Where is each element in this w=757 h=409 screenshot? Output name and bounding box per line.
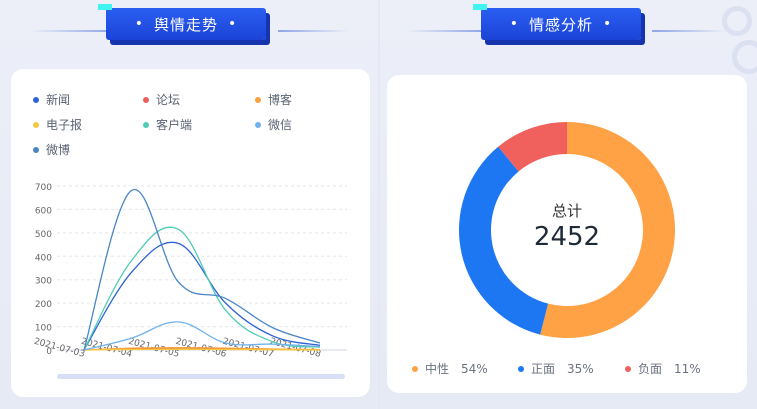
title-line-right [278,30,348,32]
trend-panel: • 舆情走势 • 新闻 论坛 博客 电子报 客 [0,0,378,409]
legend-label: 微博 [46,143,71,157]
series-line-新闻[interactable] [83,241,321,351]
donut-slice-负面[interactable] [498,122,567,172]
legend-percent: 54% [461,361,488,376]
legend-item-weibo[interactable]: 微博 [33,141,70,158]
trend-title-header: • 舆情走势 • [98,4,271,42]
legend-item-blog[interactable]: 博客 [255,91,292,108]
legend-swatch [518,365,524,372]
legend-label: 客户端 [156,118,193,132]
legend-swatch [143,96,149,103]
legend-swatch [255,121,261,128]
legend-label: 负面 [638,362,663,376]
legend-swatch [255,96,261,103]
legend-item-client[interactable]: 客户端 [143,116,192,133]
y-tick-label: 200 [35,300,52,310]
y-tick-label: 500 [35,230,52,240]
legend-label: 微信 [268,118,293,132]
legend-label: 新闻 [46,93,71,107]
legend-item-epaper[interactable]: 电子报 [33,116,82,133]
donut-center-value: 2452 [533,222,601,252]
title-line-left [30,30,112,32]
sentiment-card: 总计 2452 中性 54% 正面 35% 负面 11% [387,75,747,393]
legend-swatch [412,365,418,372]
y-tick-label: 100 [35,324,52,334]
title-dot-right: • [603,16,613,32]
sentiment-legend: 中性 54% 正面 35% 负面 11% [387,360,747,378]
x-tick-label: 2021-07-03 [33,337,86,360]
title-line-right [652,30,726,32]
legend-label: 正面 [531,362,556,376]
y-tick-label: 0 [46,347,52,357]
legend-swatch [33,146,39,153]
legend-item-news[interactable]: 新闻 [33,91,70,108]
legend-label: 电子报 [46,118,83,132]
series-line-电子报[interactable] [83,348,321,351]
trend-line-chart: 700 600 500 400 300 200 100 0 2021-07-03 2021-07… [33,183,347,379]
title-dot-left: • [509,16,519,32]
donut-center-label: 总计 [551,202,582,220]
decor-circle [722,6,752,36]
sentiment-title-badge: • 情感分析 • [473,4,641,40]
legend-item-negative[interactable]: 负面 11% [625,360,701,377]
legend-item-neutral[interactable]: 中性 54% [412,360,488,377]
donut-slice-中性[interactable] [540,122,675,338]
y-tick-label: 700 [35,183,52,193]
title-line-left [406,30,484,32]
series-line-博客[interactable] [83,347,321,351]
decor-circle [732,40,757,74]
trend-title-badge: • 舆情走势 • [98,4,266,40]
y-tick-label: 600 [35,206,52,216]
title-accent-mark [98,4,112,10]
legend-swatch [33,121,39,128]
legend-percent: 35% [567,361,594,376]
sentiment-title: 情感分析 [528,15,593,34]
title-dot-left: • [134,16,144,32]
sentiment-title-header: • 情感分析 • [473,4,646,42]
x-tick-label: 2021-07-08 [269,337,322,360]
trend-title: 舆情走势 [153,15,218,34]
legend-item-wechat[interactable]: 微信 [255,116,292,133]
legend-percent: 11% [674,361,701,376]
series-line-客户端[interactable] [83,226,321,351]
legend-swatch [33,96,39,103]
title-dot-right: • [228,16,238,32]
sentiment-donut-chart [458,122,675,338]
legend-label: 论坛 [156,93,181,107]
y-tick-label: 400 [35,253,52,263]
legend-swatch [143,121,149,128]
y-tick-label: 300 [35,277,52,287]
sentiment-panel: • 情感分析 • 总计 2452 中性 54% 正面 35% 负面 11% [380,0,757,409]
legend-item-forum[interactable]: 论坛 [143,91,180,108]
trend-card: 新闻 论坛 博客 电子报 客户端 微信 [11,69,370,397]
series-line-微博[interactable] [83,188,321,351]
title-accent-mark [473,4,487,10]
legend-label: 博客 [268,93,293,107]
chart-zoom-scrollbar[interactable] [57,374,345,379]
donut-slice-正面[interactable] [458,146,549,335]
series-line-微信[interactable] [83,321,321,351]
legend-item-positive[interactable]: 正面 35% [518,360,594,377]
legend-label: 中性 [425,362,450,376]
legend-swatch [625,365,631,372]
